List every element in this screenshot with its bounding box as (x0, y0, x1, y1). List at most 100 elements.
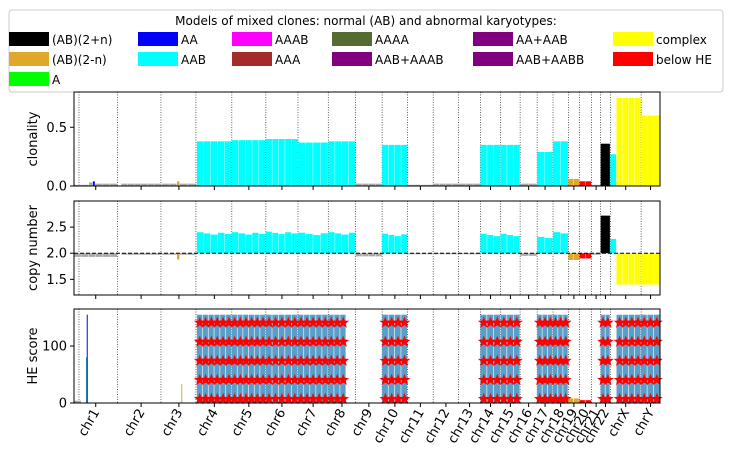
below-he-star-marker (491, 335, 504, 347)
below-he-star-marker (484, 316, 497, 328)
legend-entry: AAAA (332, 32, 410, 47)
clonality-bar (217, 141, 225, 186)
below-he-star-marker (625, 335, 638, 347)
copy-number-bar (573, 253, 580, 261)
below-he-star-marker (510, 316, 523, 328)
below-he-star-marker (263, 354, 275, 366)
below-he-star-marker (240, 392, 252, 405)
copy-number-bar (585, 253, 592, 259)
copy-number-bar (179, 253, 188, 255)
legend-swatch (138, 32, 178, 46)
legend-label: A (52, 73, 61, 87)
below-he-star-marker (632, 335, 644, 347)
clonality-bar (591, 184, 601, 186)
clonality-bar (169, 183, 177, 186)
below-he-star-marker (319, 373, 332, 385)
clonality-bar (348, 141, 356, 186)
below-he-star-marker (379, 316, 392, 328)
below-he-star-marker (251, 354, 264, 366)
copy-number-bar (224, 233, 232, 254)
clonality-bar (305, 142, 313, 186)
legend-label: AA (181, 33, 199, 47)
below-he-star-marker (193, 316, 206, 328)
clonality-bar (622, 97, 629, 186)
below-he-star-marker (307, 392, 320, 405)
below-he-star-marker (325, 354, 338, 366)
copy-number-bar (616, 253, 623, 285)
below-he-star-marker (313, 373, 326, 385)
below-he-star-marker (544, 373, 557, 385)
below-he-star-marker (484, 392, 497, 405)
below-he-star-marker (199, 354, 212, 366)
copy-number-bar (641, 253, 647, 285)
clonality-bar (407, 184, 414, 186)
legend: Models of mixed clones: normal (AB) and … (8, 9, 724, 93)
below-he-star-marker (228, 335, 241, 347)
clonality-bar (355, 183, 362, 186)
copy-number-bar (647, 253, 654, 285)
copy-number-bar (291, 233, 298, 254)
chromosome-label: chr3 (159, 407, 186, 440)
below-he-star-marker (228, 354, 241, 366)
y-tick-label: 100 (42, 340, 67, 355)
below-he-star-marker (319, 354, 332, 366)
below-he-star-marker (477, 392, 490, 405)
below-he-star-marker (559, 335, 572, 347)
legend-label: AAA (275, 53, 301, 67)
legend-entry: (AB)(2-n) (9, 52, 107, 67)
legend-label: AAB+AAAB (375, 53, 444, 67)
below-he-star-marker (257, 316, 269, 328)
copy-number-bar (394, 236, 401, 254)
below-he-star-marker (549, 354, 562, 366)
below-he-star-marker (379, 354, 392, 366)
copy-number-bar (445, 253, 452, 255)
below-he-star-marker (245, 335, 258, 347)
legend-swatch (473, 52, 513, 66)
copy-number-bar (141, 253, 148, 255)
clonality-bar (179, 183, 188, 186)
below-he-star-marker (295, 335, 307, 347)
copy-number-bar (313, 235, 321, 254)
below-he-star-marker (331, 335, 344, 347)
below-he-star-marker (597, 392, 609, 405)
clonality-bar (285, 139, 292, 186)
below-he-star-marker (325, 392, 338, 405)
clonality-bar (493, 144, 501, 186)
below-he-star-marker (539, 373, 551, 385)
below-he-star-marker (392, 316, 404, 328)
below-he-star-marker (217, 354, 229, 366)
clonality-bar (513, 144, 520, 186)
below-he-star-marker (398, 392, 411, 405)
clonality-bar (445, 183, 452, 186)
below-he-star-marker (385, 392, 398, 405)
below-he-star-marker (295, 316, 307, 328)
below-he-star-marker (276, 392, 288, 405)
legend-swatch (332, 52, 372, 66)
below-he-star-marker (510, 373, 523, 385)
copy-number-bar (272, 232, 279, 254)
below-he-star-marker (504, 373, 517, 385)
clonality-bar (388, 144, 395, 186)
below-he-star-marker (223, 335, 235, 347)
below-he-star-marker (549, 373, 562, 385)
legend-swatch (613, 52, 653, 66)
below-he-star-marker (477, 373, 490, 385)
legend-entry: complex (613, 32, 707, 47)
clonality-bar (420, 184, 427, 186)
copy-number-bar (628, 253, 635, 285)
below-he-star-marker (554, 335, 567, 347)
below-he-star-marker (613, 373, 626, 385)
legend-entry: AAB (138, 52, 206, 67)
below-he-star-marker (638, 354, 651, 366)
below-he-star-marker (625, 316, 638, 328)
below-he-star-marker (199, 392, 212, 405)
copy-number-bar (401, 234, 408, 254)
clonality-bar (616, 97, 623, 186)
below-he-star-marker (337, 354, 350, 366)
below-he-star-marker (211, 373, 224, 385)
copy-number-bar (348, 232, 356, 254)
below-he-star-marker (638, 373, 651, 385)
below-he-star-marker (234, 392, 247, 405)
below-he-star-marker (597, 335, 609, 347)
y-tick-label: 2.5 (46, 221, 67, 236)
